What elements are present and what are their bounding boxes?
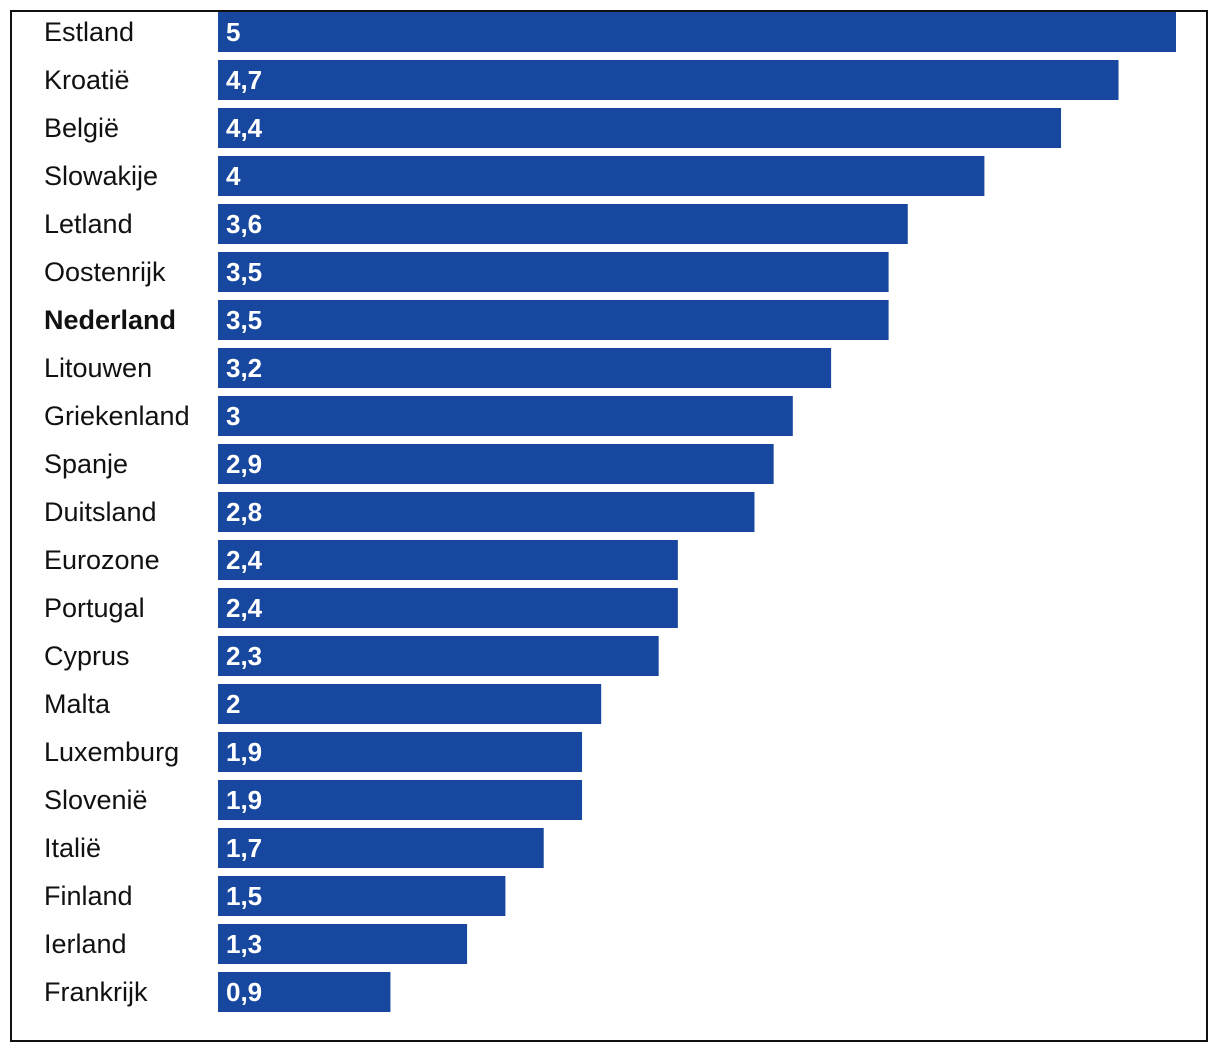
value-label: 2,9	[226, 449, 262, 479]
value-label: 4,7	[226, 65, 262, 95]
category-label: Cyprus	[44, 641, 130, 671]
category-label: Portugal	[44, 593, 145, 623]
category-label: Duitsland	[44, 497, 157, 527]
value-label: 2,4	[226, 545, 263, 575]
category-label: Spanje	[44, 449, 128, 479]
value-label: 2,4	[226, 593, 263, 623]
value-label: 2,3	[226, 641, 262, 671]
value-label: 1,9	[226, 785, 262, 815]
bar-0	[218, 12, 1176, 52]
value-label: 1,5	[226, 881, 262, 911]
value-label: 1,7	[226, 833, 262, 863]
bar-17	[218, 828, 544, 868]
value-label: 0,9	[226, 977, 262, 1007]
bar-18	[218, 876, 506, 916]
bar-8	[218, 396, 793, 436]
category-label: Slowakije	[44, 161, 158, 191]
bar-3	[218, 156, 985, 196]
category-label: Litouwen	[44, 353, 152, 383]
value-label: 5	[226, 17, 240, 47]
value-label: 3	[226, 401, 240, 431]
bar-20	[218, 972, 391, 1012]
value-label: 4,4	[226, 113, 263, 143]
category-label: Nederland	[44, 305, 176, 335]
value-label: 1,3	[226, 929, 262, 959]
category-label: Italië	[44, 833, 101, 863]
bar-16	[218, 780, 583, 820]
bar-6	[218, 300, 889, 340]
bar-5	[218, 252, 889, 292]
bar-1	[218, 60, 1119, 100]
category-label: Frankrijk	[44, 977, 148, 1007]
bar-11	[218, 540, 678, 580]
bar-13	[218, 636, 659, 676]
category-label: Finland	[44, 881, 133, 911]
value-label: 3,6	[226, 209, 262, 239]
category-label: Eurozone	[44, 545, 160, 575]
category-label: Oostenrijk	[44, 257, 166, 287]
category-label: Griekenland	[44, 401, 190, 431]
value-label: 3,2	[226, 353, 262, 383]
category-label: Ierland	[44, 929, 127, 959]
bar-10	[218, 492, 755, 532]
bar-9	[218, 444, 774, 484]
bar-14	[218, 684, 602, 724]
bar-12	[218, 588, 678, 628]
category-label: België	[44, 113, 119, 143]
bar-15	[218, 732, 583, 772]
value-label: 2	[226, 689, 240, 719]
value-label: 1,9	[226, 737, 262, 767]
value-label: 3,5	[226, 305, 262, 335]
category-label: Malta	[44, 689, 111, 719]
category-label: Letland	[44, 209, 133, 239]
category-label: Luxemburg	[44, 737, 179, 767]
bar-4	[218, 204, 908, 244]
bar-2	[218, 108, 1062, 148]
bar-7	[218, 348, 832, 388]
value-label: 3,5	[226, 257, 262, 287]
category-label: Estland	[44, 17, 134, 47]
category-label: Slovenië	[44, 785, 148, 815]
value-label: 4	[226, 161, 241, 191]
category-label: Kroatië	[44, 65, 130, 95]
value-label: 2,8	[226, 497, 262, 527]
bar-19	[218, 924, 468, 964]
